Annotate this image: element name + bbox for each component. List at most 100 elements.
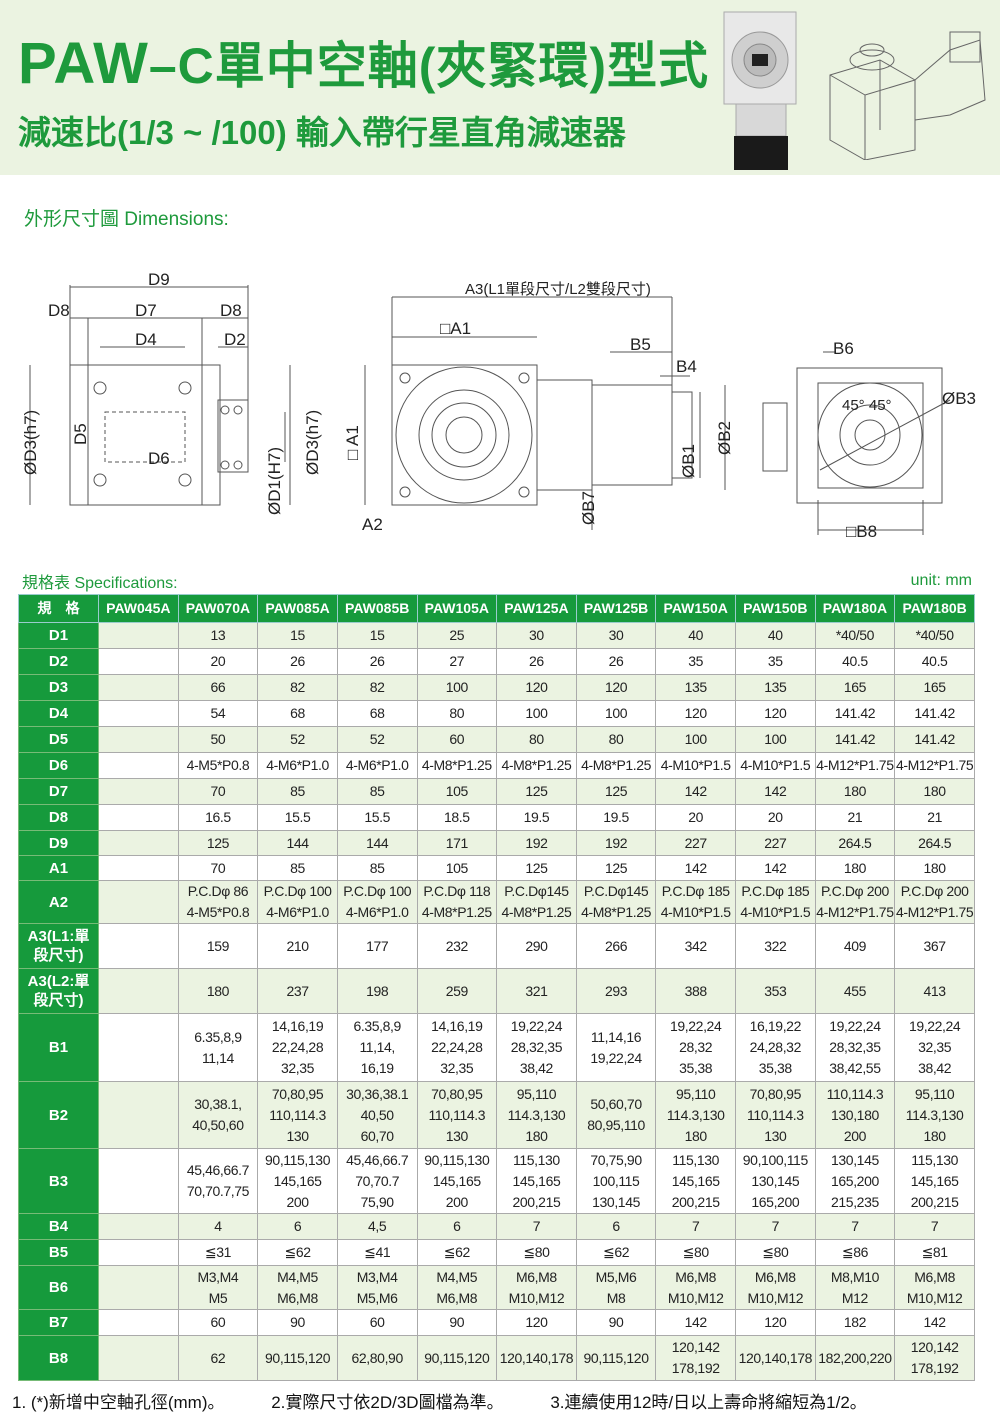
front-view-drawing xyxy=(364,296,726,530)
table-cell: 60 xyxy=(416,726,498,753)
table-cell: 180 xyxy=(177,968,259,1014)
table-cell: 120,140,178 xyxy=(496,1335,577,1381)
table-cell: 4-M8*P1.25 xyxy=(575,752,657,779)
table-cell: 26 xyxy=(575,648,657,675)
table-row: B4 4 6 4,5 6 7 6 7 7 7 7 xyxy=(18,1213,975,1240)
table-cell: 70,80,95 110,114.3 130 xyxy=(416,1081,498,1149)
label-d3-right: ØD3(h7) xyxy=(303,410,322,475)
table-cell: 4-M8*P1.25 xyxy=(496,752,577,779)
table-cell: P.C.Dφ 185 4-M10*P1.5 xyxy=(735,880,816,924)
table-cell: 95,110 114.3,130 180 xyxy=(655,1081,736,1149)
table-cell: 27 xyxy=(416,648,498,675)
label-a2: A2 xyxy=(362,515,383,534)
table-cell: 293 xyxy=(575,968,657,1014)
row-label: D4 xyxy=(18,700,99,727)
table-row: A3(L2:單 段尺寸) 180 237 198 259 321 293 388 353 455 4… xyxy=(18,968,975,1014)
table-cell: 30,36,38.1 40,50 60,70 xyxy=(336,1081,418,1149)
table-cell: 125 xyxy=(575,778,657,805)
table-cell: 54 xyxy=(177,700,259,727)
model-header: PAW150B xyxy=(735,594,816,623)
table-cell: 237 xyxy=(257,968,338,1014)
table-cell: P.C.Dφ 185 4-M10*P1.5 xyxy=(655,880,736,924)
table-cell: 6.35,8,9 11,14, 16,19 xyxy=(336,1013,418,1082)
table-cell: 142 xyxy=(735,855,816,881)
table-cell: 14,16,19 22,24,28 32,35 xyxy=(416,1013,498,1082)
table-cell: P.C.Dφ 100 4-M6*P1.0 xyxy=(257,880,338,924)
table-cell xyxy=(98,880,179,924)
table-row: B3 45,46,66.7 70,70.7,75 90,115,130 145,16… xyxy=(18,1148,975,1214)
table-cell: 4-M10*P1.5 xyxy=(735,752,816,779)
table-cell: 68 xyxy=(336,700,418,727)
row-label: A3(L2:單 段尺寸) xyxy=(18,968,99,1014)
table-cell: 4-M12*P1.75 xyxy=(814,752,896,779)
table-cell: 50,60,70 80,95,110 xyxy=(575,1081,657,1149)
table-cell: 30 xyxy=(575,622,657,649)
table-cell: 13 xyxy=(177,622,259,649)
table-cell: 26 xyxy=(257,648,338,675)
label-b8: □B8 xyxy=(846,522,877,541)
table-cell: 125 xyxy=(496,778,577,805)
table-cell: M6,M8 M10,M12 xyxy=(894,1265,975,1310)
model-header: PAW105A xyxy=(416,594,498,623)
table-cell: 290 xyxy=(496,923,577,969)
table-cell: 80 xyxy=(416,700,498,727)
specifications-table: 規 格 PAW045A PAW070A PAW085A PAW085B PAW105A PA… xyxy=(18,594,975,1381)
label-angle: 45° 45° xyxy=(842,397,892,414)
table-cell: 4-M12*P1.75 xyxy=(894,752,975,779)
label-d6: D6 xyxy=(148,449,170,468)
table-cell: ≦62 xyxy=(257,1239,338,1266)
table-cell xyxy=(98,1081,179,1149)
table-cell: 130,145 165,200 215,235 xyxy=(814,1148,896,1214)
table-row: D5 50 52 52 60 80 80 100 100 141.42 141.42 xyxy=(18,726,975,753)
table-cell: 66 xyxy=(177,674,259,701)
table-cell: 85 xyxy=(336,855,418,881)
table-cell: 45,46,66.7 70,70.7 75,90 xyxy=(336,1148,418,1214)
page-title: PAW–C單中空軸(夾緊環)型式 xyxy=(18,26,709,98)
table-cell: 15 xyxy=(336,622,418,649)
table-cell: 19,22,24 28,32 35,38 xyxy=(655,1013,736,1082)
table-cell: 135 xyxy=(735,674,816,701)
specifications-heading: 規格表 Specifications: xyxy=(22,575,178,592)
table-cell: 142 xyxy=(655,778,736,805)
table-cell: 16,19,22 24,28,32 35,38 xyxy=(735,1013,816,1082)
table-cell: 85 xyxy=(336,778,418,805)
row-label: B2 xyxy=(18,1081,99,1149)
model-header: PAW150A xyxy=(655,594,736,623)
table-row: D2 20 26 26 27 26 26 35 35 40.5 40.5 xyxy=(18,648,975,675)
table-cell: M3,M4 M5 xyxy=(177,1265,259,1310)
table-cell: 52 xyxy=(257,726,338,753)
row-label: B8 xyxy=(18,1335,99,1381)
table-cell: 80 xyxy=(496,726,577,753)
table-cell: 388 xyxy=(655,968,736,1014)
table-cell: 70,80,95 110,114.3 130 xyxy=(257,1081,338,1149)
row-label: D8 xyxy=(18,804,99,831)
row-label: D7 xyxy=(18,778,99,805)
table-cell: 144 xyxy=(257,830,338,856)
table-cell: P.C.Dφ145 4-M8*P1.25 xyxy=(575,880,657,924)
table-cell: 4,5 xyxy=(336,1213,418,1240)
row-label: B4 xyxy=(18,1213,99,1240)
table-cell: 115,130 145,165 200,215 xyxy=(655,1148,736,1214)
table-cell: 4-M6*P1.0 xyxy=(336,752,418,779)
row-label: B1 xyxy=(18,1013,99,1082)
table-cell: 159 xyxy=(177,923,259,969)
table-cell xyxy=(98,923,179,969)
table-cell: 4-M8*P1.25 xyxy=(416,752,498,779)
table-cell xyxy=(98,1265,179,1310)
table-cell xyxy=(98,1013,179,1082)
table-cell: 141.42 xyxy=(894,726,975,753)
table-cell xyxy=(98,622,179,649)
table-cell: 192 xyxy=(496,830,577,856)
table-row: D1 13 15 15 25 30 30 40 40 *40/50 *40/50 xyxy=(18,622,975,649)
table-cell: 62,80,90 xyxy=(336,1335,418,1381)
table-cell: 90 xyxy=(257,1309,338,1336)
table-cell: 4 xyxy=(177,1213,259,1240)
table-cell: 100 xyxy=(735,726,816,753)
table-cell: 259 xyxy=(416,968,498,1014)
table-cell: 95,110 114.3,130 180 xyxy=(894,1081,975,1149)
table-cell: 45,46,66.7 70,70.7,75 xyxy=(177,1148,259,1214)
table-cell: 322 xyxy=(735,923,816,969)
table-cell: 142 xyxy=(655,1309,736,1336)
table-cell: 40 xyxy=(655,622,736,649)
table-cell: M4,M5 M6,M8 xyxy=(257,1265,338,1310)
